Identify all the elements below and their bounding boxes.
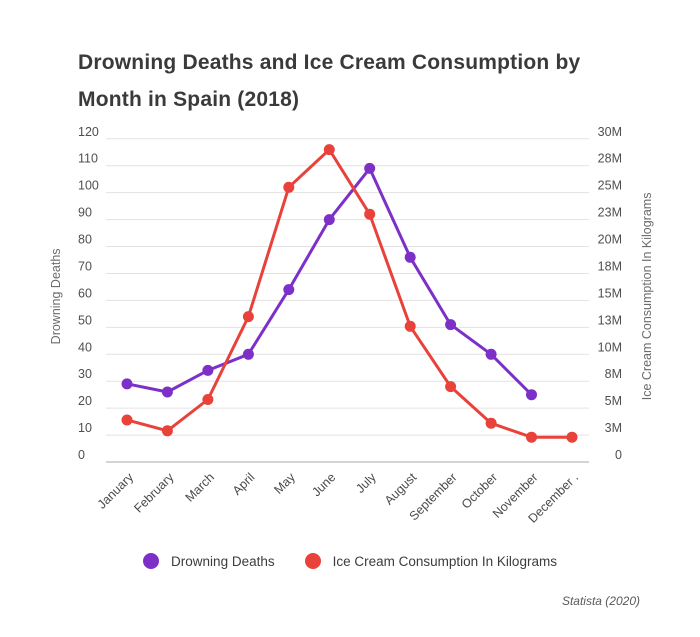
x-axis-month-label: April <box>230 470 258 498</box>
data-point-ice-cream <box>566 431 578 443</box>
legend-item-drowning-deaths: Drowning Deaths <box>143 553 275 569</box>
data-point-drowning-deaths <box>202 364 214 376</box>
data-point-drowning-deaths <box>445 319 457 331</box>
legend-item-ice-cream: Ice Cream Consumption In Kilograms <box>304 553 557 569</box>
data-point-ice-cream <box>283 181 295 193</box>
y-axis-right-tick-label: 5M <box>605 394 622 408</box>
y-axis-left-tick-label: 120 <box>78 125 99 139</box>
x-axis-month-label: May <box>271 470 298 497</box>
source-attribution: Statista (2020) <box>561 594 640 608</box>
chart-legend: Drowning Deaths Ice Cream Consumption In… <box>0 553 700 569</box>
y-axis-left-tick-label: 110 <box>78 152 98 166</box>
y-axis-left-tick-label: 60 <box>78 286 92 300</box>
y-axis-right-tick-label: 18M <box>598 259 622 273</box>
data-point-drowning-deaths <box>323 214 335 226</box>
x-axis-month-label: February <box>131 470 177 516</box>
data-point-drowning-deaths <box>485 348 497 360</box>
legend-marker-drowning-deaths-icon <box>143 553 160 569</box>
x-axis-month-label: October <box>459 470 500 511</box>
x-axis-month-label: March <box>183 470 217 504</box>
y-axis-left-tick-label: 30 <box>78 367 92 381</box>
page-title-line-1: Drowning Deaths and Ice Cream Consumptio… <box>78 51 581 74</box>
y-axis-left-title: Drowning Deaths <box>49 248 63 344</box>
x-axis-month-label: July <box>353 470 379 496</box>
data-point-ice-cream <box>526 431 537 443</box>
data-point-ice-cream <box>364 208 376 220</box>
data-point-ice-cream <box>485 417 497 429</box>
y-axis-right-tick-label: 3M <box>605 421 622 435</box>
y-axis-right-tick-label: 28M <box>598 152 622 166</box>
y-axis-left-tick-label: 10 <box>78 421 92 435</box>
data-point-drowning-deaths <box>161 386 173 398</box>
legend-marker-ice-cream-icon <box>304 553 321 569</box>
data-point-ice-cream <box>202 394 214 405</box>
y-axis-left-tick-label: 40 <box>78 340 92 354</box>
y-axis-right-tick-label: 0 <box>615 448 622 462</box>
chart-plot-area: 0 0 10 3M 20 5M 30 8M 40 10M 50 13M 60 15M 70 18M 80 20M 9… <box>49 125 654 526</box>
y-axis-left-tick-label: 70 <box>78 259 92 273</box>
data-point-ice-cream <box>161 425 173 437</box>
data-point-ice-cream <box>121 414 133 426</box>
page-title: Drowning Deaths and Ice Cream Consumptio… <box>78 44 648 118</box>
y-axis-right-tick-label: 15M <box>598 286 622 300</box>
y-axis-left-tick-label: 90 <box>78 206 92 220</box>
legend-label-ice-cream: Ice Cream Consumption In Kilograms <box>332 553 557 569</box>
data-point-ice-cream <box>323 144 335 156</box>
data-point-drowning-deaths <box>526 389 537 401</box>
y-axis-right-tick-label: 20M <box>598 233 622 247</box>
page-title-line-2: Month in Spain (2018) <box>78 88 300 111</box>
y-axis-left-tick-label: 100 <box>78 179 99 193</box>
series-line-ice-cream <box>125 148 574 439</box>
data-point-drowning-deaths <box>242 348 254 360</box>
legend-label-drowning-deaths: Drowning Deaths <box>171 553 275 569</box>
data-point-ice-cream <box>242 311 254 323</box>
y-axis-right-tick-label: 30M <box>598 125 622 139</box>
y-axis-right-tick-label: 8M <box>605 367 622 381</box>
data-point-drowning-deaths <box>364 162 376 174</box>
x-axis-month-label: June <box>309 470 338 499</box>
y-axis-right-tick-label: 10M <box>598 340 622 354</box>
data-point-drowning-deaths <box>121 378 133 390</box>
y-axis-right-tick-label: 13M <box>598 313 622 327</box>
y-axis-right-tick-label: 23M <box>598 206 622 220</box>
y-axis-left-tick-label: 80 <box>78 233 92 247</box>
y-axis-left-tick-label: 20 <box>78 394 92 408</box>
y-axis-left-tick-label: 0 <box>78 448 85 462</box>
data-point-ice-cream <box>404 320 416 332</box>
y-axis-right-tick-label: 25M <box>598 179 622 193</box>
y-axis-left-tick-label: 50 <box>78 313 92 327</box>
data-point-drowning-deaths <box>283 284 295 296</box>
y-axis-right-title: Ice Cream Consumption In Kilograms <box>640 193 654 401</box>
x-axis-month-label: August <box>382 470 420 508</box>
data-point-drowning-deaths <box>404 251 416 263</box>
series-line-drowning-deaths <box>125 166 533 397</box>
data-point-ice-cream <box>445 381 457 393</box>
